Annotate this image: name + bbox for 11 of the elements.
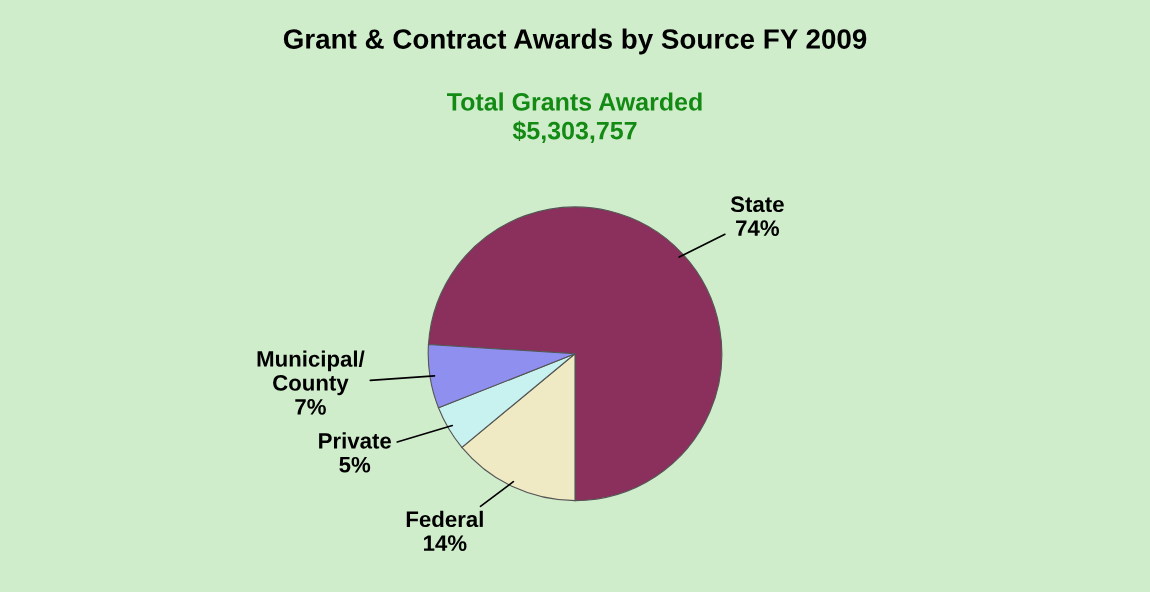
data-label: 14% — [424, 535, 467, 552]
slice-label: Private — [319, 432, 392, 449]
slice-label: Federal — [406, 510, 483, 528]
data-label: 7% — [295, 399, 326, 415]
chart-title: Grant & Contract Awards by Source FY 2009 — [283, 28, 867, 55]
data-label: 5% — [339, 456, 371, 473]
slice-label: State — [730, 196, 784, 213]
slice-label: Municipal/ County — [257, 350, 365, 396]
pie-slice — [427, 206, 723, 502]
chart-subtitle: Total Grants Awarded $5,303,757 — [447, 92, 702, 144]
data-label: 74% — [736, 220, 780, 236]
